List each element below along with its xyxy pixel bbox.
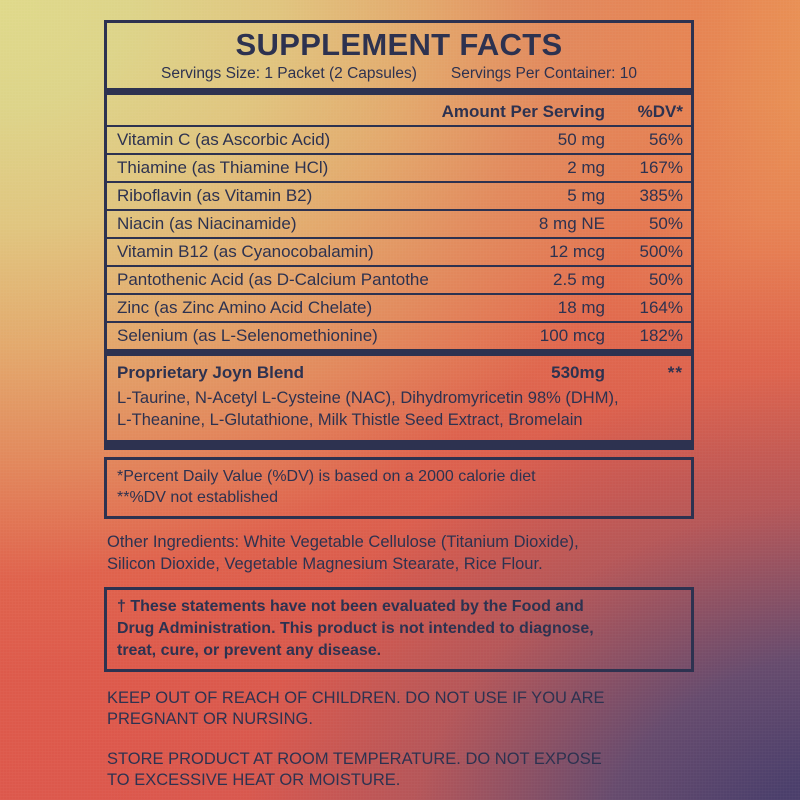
supplement-facts-panel: SUPPLEMENT FACTS Servings Size: 1 Packet… [104, 20, 694, 451]
footnote-line-1: *Percent Daily Value (%DV) is based on a… [117, 468, 536, 486]
divider-thick-blend-bottom [107, 440, 691, 448]
nutrient-amount: 50 mg [557, 129, 605, 149]
divider-thin [107, 292, 691, 295]
table-row: Vitamin B12 (as Cyanocobalamin) 12 mcg 5… [107, 239, 691, 265]
other-ingredients: Other Ingredients: White Vegetable Cellu… [104, 531, 694, 576]
nutrient-name: Selenium (as L-Selenomethionine) [117, 325, 378, 345]
table-row: Zinc (as Zinc Amino Acid Chelate) 18 mg … [107, 295, 691, 321]
nutrient-amount: 2.5 mg [553, 269, 605, 289]
supplement-facts-label: SUPPLEMENT FACTS Servings Size: 1 Packet… [104, 20, 694, 791]
warning-storage: STORE PRODUCT AT ROOM TEMPERATURE. DO NO… [104, 749, 694, 792]
warning-keep-out-of-reach: KEEP OUT OF REACH OF CHILDREN. DO NOT US… [104, 688, 694, 731]
blend-amount: 530mg [551, 362, 605, 382]
table-row: Niacin (as Niacinamide) 8 mg NE 50% [107, 211, 691, 237]
table-column-headers: Amount Per Serving %DV* [107, 95, 691, 125]
servings-row: Servings Size: 1 Packet (2 Capsules) Ser… [107, 65, 691, 88]
proprietary-blend-header: Proprietary Joyn Blend 530mg ** [107, 356, 691, 385]
nutrient-dv: 385% [639, 185, 683, 205]
other-ingredients-line-2: Silicon Dioxide, Vegetable Magnesium Ste… [107, 555, 543, 574]
blend-dv: ** [667, 362, 683, 382]
disclaimer-line-2: Drug Administration. This product is not… [117, 620, 594, 638]
nutrient-amount: 100 mcg [539, 325, 605, 345]
nutrient-dv: 164% [639, 297, 683, 317]
table-row: Pantothenic Acid (as D-Calcium Pantothen… [107, 267, 691, 293]
nutrient-amount: 5 mg [567, 185, 605, 205]
column-header-amount: Amount Per Serving [441, 101, 605, 121]
fda-disclaimer-box: † These statements have not been evaluat… [104, 587, 694, 672]
nutrient-name: Pantothenic Acid (as D-Calcium Pantothen… [117, 269, 428, 289]
nutrient-name: Thiamine (as Thiamine HCl) [117, 157, 329, 177]
footnote-line-2: **%DV not established [117, 489, 278, 507]
divider-thick-blend-top [107, 348, 691, 356]
nutrient-dv: 50% [648, 213, 683, 233]
nutrient-amount: 2 mg [567, 157, 605, 177]
table-row: Riboflavin (as Vitamin B2) 5 mg 385% [107, 183, 691, 209]
nutrient-dv: 50% [648, 269, 683, 289]
blend-ingredients: L-Taurine, N-Acetyl L-Cysteine (NAC), Di… [107, 385, 691, 441]
divider-thick-header [107, 87, 691, 95]
nutrient-dv: 182% [639, 325, 683, 345]
table-row: Thiamine (as Thiamine HCl) 2 mg 167% [107, 155, 691, 181]
nutrient-amount: 18 mg [557, 297, 605, 317]
table-row: Vitamin C (as Ascorbic Acid) 50 mg 56% [107, 127, 691, 153]
servings-per-container: Servings Per Container: 10 [450, 64, 637, 82]
blend-ingredients-line-2: L-Theanine, L-Glutathione, Milk Thistle … [117, 411, 583, 430]
nutrient-name: Vitamin B12 (as Cyanocobalamin) [117, 241, 374, 261]
divider-thin [107, 208, 691, 211]
blend-ingredients-line-1: L-Taurine, N-Acetyl L-Cysteine (NAC), Di… [117, 388, 619, 407]
table-row: Selenium (as L-Selenomethionine) 100 mcg… [107, 323, 691, 349]
divider-thin [107, 180, 691, 183]
column-header-dv: %DV* [637, 101, 683, 121]
nutrient-name: Vitamin C (as Ascorbic Acid) [117, 129, 331, 149]
disclaimer-line-1: † These statements have not been evaluat… [117, 598, 584, 616]
nutrient-dv: 167% [639, 157, 683, 177]
divider-thin [107, 152, 691, 155]
warning-line-1: KEEP OUT OF REACH OF CHILDREN. DO NOT US… [107, 688, 605, 707]
divider-thin [107, 236, 691, 239]
page-title: SUPPLEMENT FACTS [235, 27, 563, 62]
nutrient-name: Niacin (as Niacinamide) [117, 213, 297, 233]
nutrient-amount: 8 mg NE [538, 213, 605, 233]
nutrient-dv: 56% [648, 129, 683, 149]
footnote-box: *Percent Daily Value (%DV) is based on a… [104, 457, 694, 519]
nutrient-name: Riboflavin (as Vitamin B2) [117, 185, 313, 205]
divider-thin [107, 124, 691, 127]
blend-name: Proprietary Joyn Blend [117, 362, 305, 382]
servings-size: Servings Size: 1 Packet (2 Capsules) [161, 64, 417, 82]
nutrient-amount: 12 mcg [549, 241, 605, 261]
warning-line-2: TO EXCESSIVE HEAT OR MOISTURE. [107, 771, 401, 790]
nutrient-dv: 500% [639, 241, 683, 261]
warning-line-1: STORE PRODUCT AT ROOM TEMPERATURE. DO NO… [107, 749, 602, 768]
divider-thin [107, 320, 691, 323]
nutrient-name: Zinc (as Zinc Amino Acid Chelate) [117, 297, 373, 317]
warning-line-2: PREGNANT OR NURSING. [107, 710, 313, 729]
disclaimer-line-3: treat, cure, or prevent any disease. [117, 641, 382, 659]
other-ingredients-line-1: Other Ingredients: White Vegetable Cellu… [107, 532, 579, 551]
divider-thin [107, 264, 691, 267]
